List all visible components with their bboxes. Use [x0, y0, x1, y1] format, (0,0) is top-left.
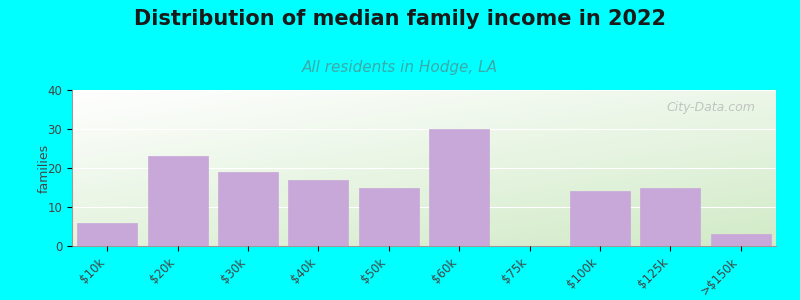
Bar [289, 180, 348, 246]
Bar [711, 234, 770, 246]
Text: City-Data.com: City-Data.com [666, 101, 755, 114]
Bar [78, 223, 137, 246]
Bar [570, 191, 630, 246]
Bar [148, 156, 207, 246]
Bar [641, 188, 700, 246]
Bar [430, 129, 489, 246]
Bar [359, 188, 418, 246]
Text: Distribution of median family income in 2022: Distribution of median family income in … [134, 9, 666, 29]
Y-axis label: families: families [38, 143, 51, 193]
Text: All residents in Hodge, LA: All residents in Hodge, LA [302, 60, 498, 75]
Bar [218, 172, 278, 246]
